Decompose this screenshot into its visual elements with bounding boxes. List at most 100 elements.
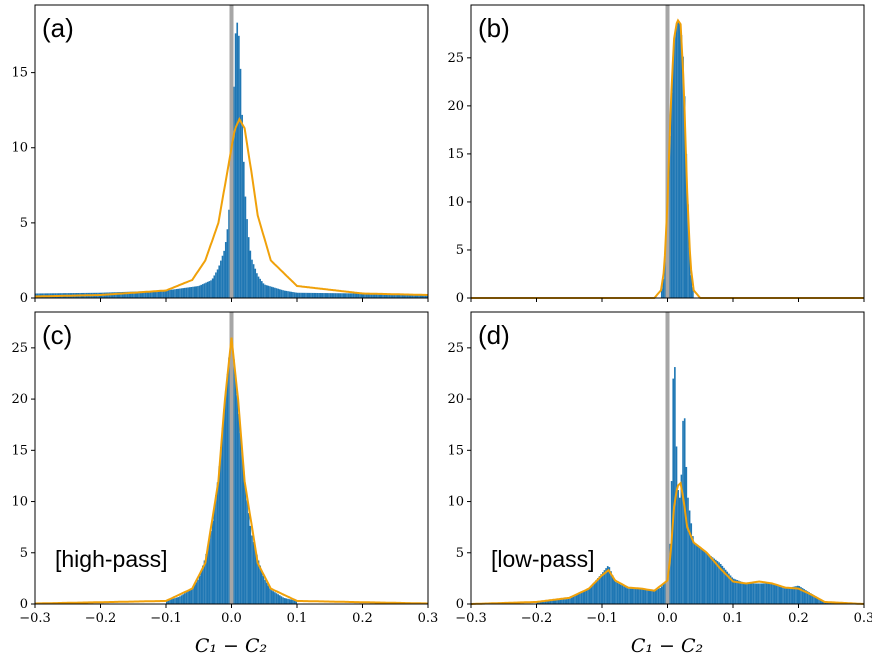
y-tick-label-a: 5 (20, 216, 28, 231)
hist-bar-d (798, 586, 801, 604)
hist-bar-a (136, 291, 139, 298)
hist-bar-a (334, 293, 337, 298)
hist-bar-a (280, 289, 283, 298)
hist-bar-d (710, 555, 712, 604)
hist-bar-d (552, 600, 555, 604)
hist-bar-d (698, 547, 701, 604)
hist-bar-c (234, 377, 237, 604)
hist-bar-d (574, 595, 576, 604)
hist-bar-d (605, 568, 607, 604)
hist-bar-c (270, 590, 273, 604)
hist-bar-a (254, 268, 257, 298)
x-tick-label-d: 0.0 (657, 611, 678, 626)
hist-bar-a (369, 293, 371, 298)
hist-bar-d (557, 599, 560, 604)
hist-bar-a (282, 290, 284, 298)
hist-bar-c (180, 595, 183, 604)
hist-bar-a (164, 290, 166, 298)
hist-bar-c (172, 598, 175, 604)
hist-bar-c (197, 579, 199, 604)
hist-bar-a (143, 291, 145, 298)
hist-bar-a (305, 292, 307, 298)
hist-bar-d (549, 600, 552, 604)
hist-bar-a (195, 286, 198, 298)
hist-bar-b (682, 56, 684, 298)
hist-bar-a (326, 293, 329, 298)
hist-bar-a (269, 286, 271, 298)
hist-bar-a (210, 280, 212, 298)
hist-bar-a (208, 281, 211, 298)
hist-bar-a (303, 292, 306, 298)
hist-bar-b (677, 22, 679, 299)
hist-bar-a (310, 292, 312, 298)
y-tick-label-c: 0 (20, 597, 28, 612)
hist-bar-d (790, 587, 792, 604)
hist-bar-a (390, 293, 392, 298)
hist-bar-a (351, 293, 353, 298)
hist-bar-c (280, 596, 283, 604)
hist-bar-d (606, 566, 609, 604)
hist-bar-d (541, 601, 544, 604)
hist-bar-c (193, 584, 196, 604)
hist-bar-a (182, 288, 185, 298)
hist-bar-a (156, 290, 158, 298)
hist-bar-a (211, 278, 214, 298)
hist-bar-c (202, 565, 204, 604)
hist-bar-a (228, 209, 230, 298)
y-tick-label-b: 25 (447, 51, 464, 66)
hist-bar-d (636, 588, 639, 604)
hist-bar-a (193, 286, 196, 298)
hist-bar-c (220, 447, 222, 604)
hist-bar-a (190, 286, 193, 298)
hist-bar-d (755, 583, 758, 604)
hist-bar-c (293, 600, 296, 604)
hist-bar-d (544, 601, 547, 604)
hist-bar-d (718, 562, 720, 604)
hist-bar-a (308, 292, 311, 298)
hist-bar-d (611, 575, 614, 604)
hist-bar-a (213, 275, 216, 298)
hist-bar-d (682, 420, 684, 604)
hist-bar-d (536, 601, 539, 604)
hist-bar-a (424, 294, 427, 298)
hist-bar-d (572, 596, 575, 604)
hist-bar-d (767, 583, 770, 604)
hist-bar-a (400, 293, 402, 298)
hist-bar-c (283, 598, 286, 604)
hist-bar-a (141, 291, 144, 298)
hist-bar-d (773, 584, 776, 604)
hist-bar-d (590, 585, 593, 604)
hist-bar-d (770, 583, 773, 604)
hist-bar-a (275, 288, 278, 298)
hist-bar-d (580, 592, 583, 604)
y-tick-label-c: 20 (11, 392, 28, 407)
hist-bar-c (277, 594, 279, 604)
hist-bar-d (731, 577, 733, 604)
hist-bar-c (259, 565, 261, 604)
hist-bar-c (182, 594, 185, 604)
hist-bar-a (121, 291, 124, 298)
hist-bar-d (752, 583, 755, 604)
hist-bar-d (651, 590, 653, 604)
panel-label-c: (c) (42, 320, 72, 350)
hist-bar-d (703, 550, 706, 604)
hist-bar-d (809, 593, 812, 604)
hist-bar-c (179, 596, 181, 604)
hist-bar-a (167, 290, 170, 298)
hist-bar-a (174, 289, 176, 298)
hist-bar-c (254, 548, 257, 604)
hist-bar-d (603, 570, 606, 604)
hist-bar-d (672, 378, 675, 604)
hist-bar-a (242, 161, 245, 298)
hist-bar-c (166, 600, 168, 604)
hist-bar-a (249, 250, 252, 298)
hist-bar-a (264, 284, 266, 298)
hist-bar-a (365, 293, 368, 298)
hist-bar-c (211, 520, 214, 604)
hist-bar-a (297, 292, 299, 298)
hist-bar-c (192, 587, 194, 604)
hist-bar-d (706, 553, 709, 604)
y-tick-label-b: 5 (456, 243, 464, 258)
hist-bar-d (567, 598, 570, 604)
panel-b: 0 5 10 15 20 25 (b) (447, 4, 865, 306)
